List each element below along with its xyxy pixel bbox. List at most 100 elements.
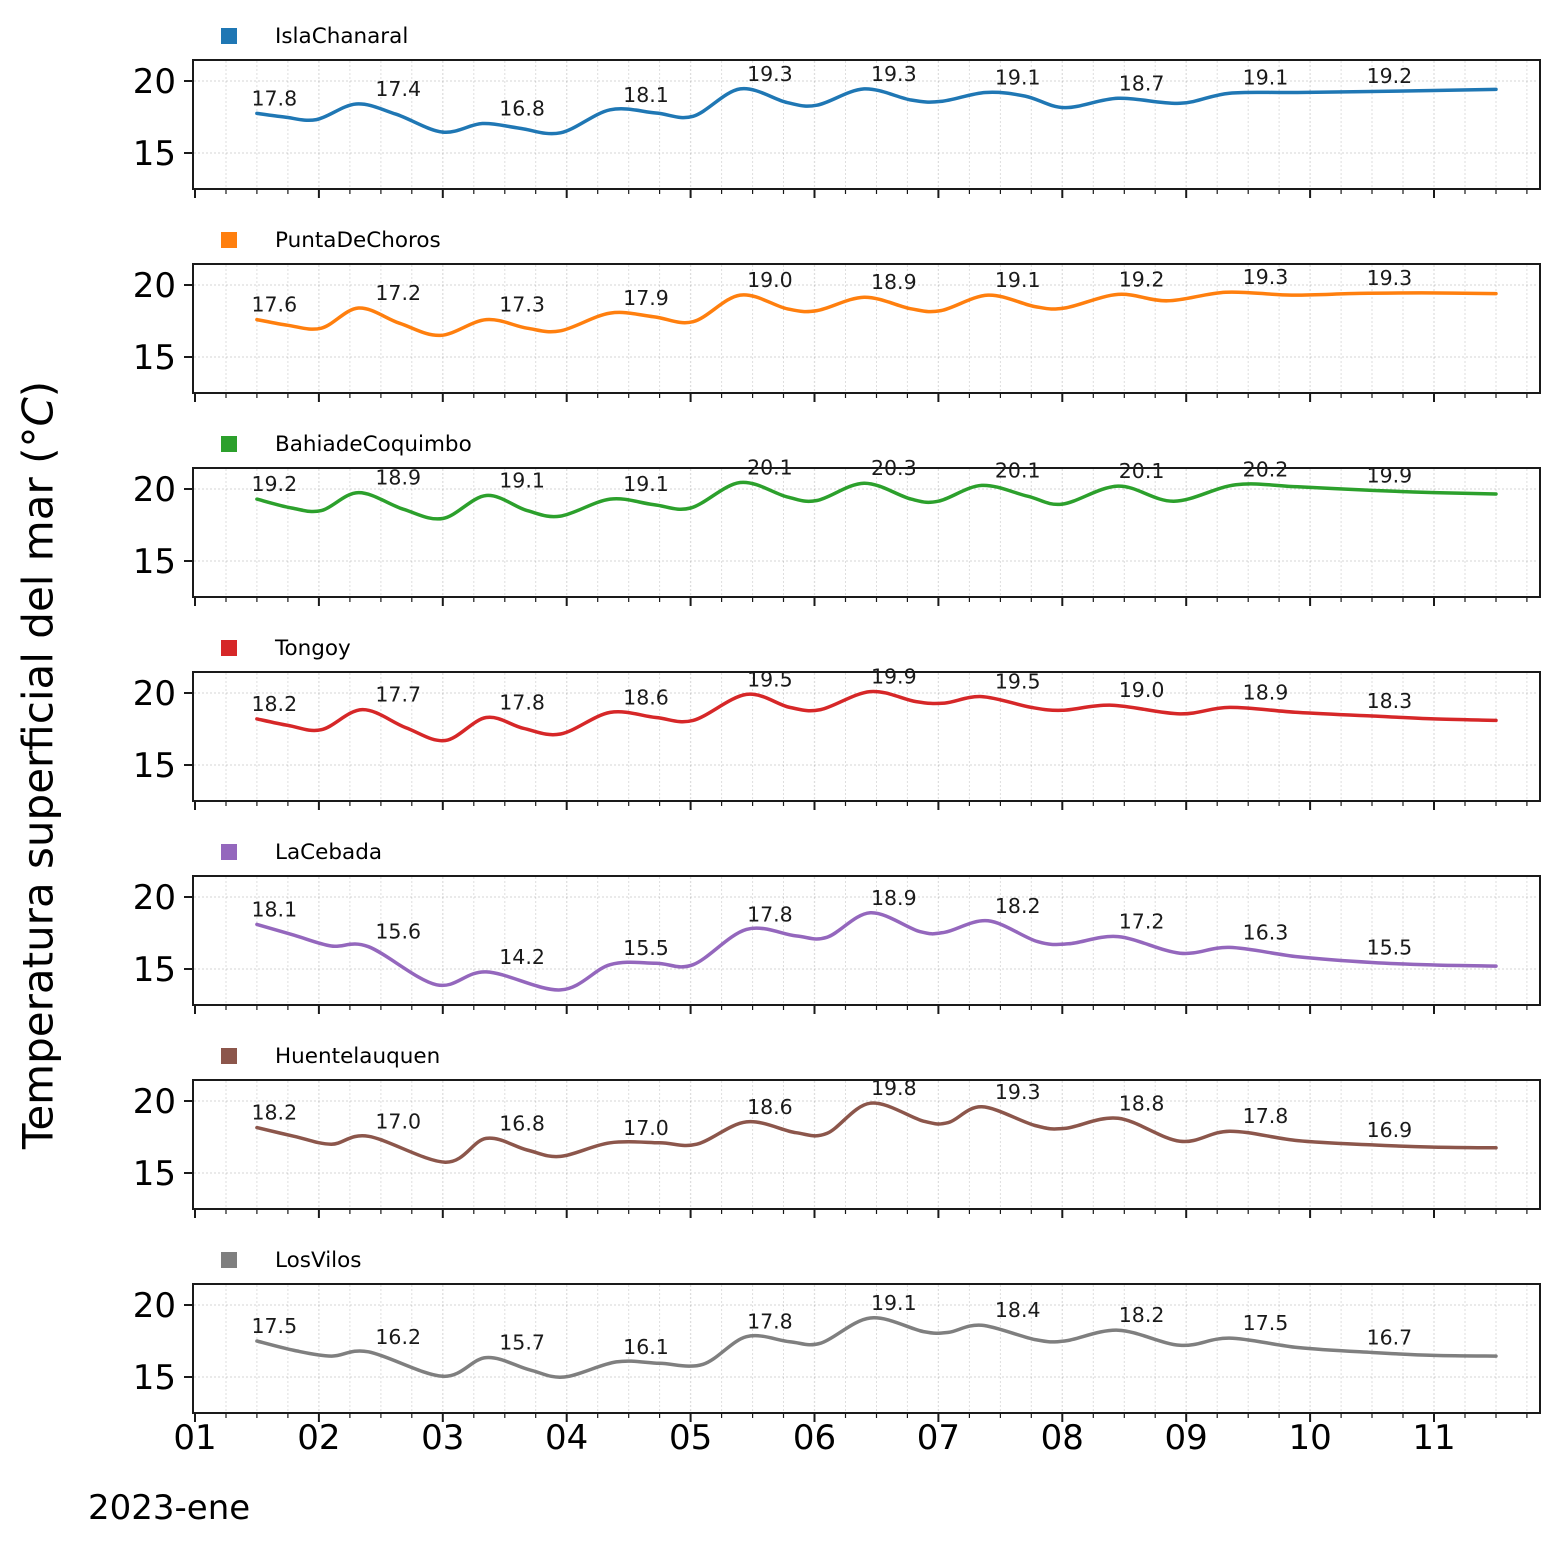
y-tick-label: 20: [133, 470, 176, 510]
point-label: 20.1: [995, 458, 1041, 482]
series-line: [255, 1316, 1498, 1379]
legend-swatch-icon: [221, 640, 237, 656]
x-tick-label: 02: [297, 1418, 341, 1458]
plot-border: [192, 1079, 1541, 1210]
point-label: 15.5: [1367, 936, 1413, 960]
point-label: 19.0: [747, 268, 793, 292]
point-label: 17.2: [375, 281, 421, 305]
series-line: [255, 290, 1498, 338]
gridlines: [194, 61, 1539, 188]
point-label: 17.7: [375, 683, 421, 707]
x-tick-label: 01: [173, 1418, 217, 1458]
point-label: 15.7: [499, 1331, 545, 1355]
point-label: 19.3: [871, 62, 917, 86]
point-label: 20.1: [747, 456, 793, 480]
series-line: [255, 1101, 1498, 1164]
point-label: 19.9: [1367, 463, 1413, 487]
series-line: [255, 911, 1498, 992]
x-tick-label: 04: [545, 1418, 589, 1458]
point-label: 17.9: [623, 286, 669, 310]
series-line: [255, 689, 1498, 743]
legend: IslaChanaral: [221, 23, 408, 49]
legend-label: BahiadeCoquimbo: [275, 431, 472, 457]
point-label: 19.9: [871, 665, 917, 689]
point-label: 19.2: [1367, 64, 1413, 88]
point-label: 17.5: [1243, 1311, 1289, 1335]
gridlines: [194, 673, 1539, 800]
point-label: 18.2: [251, 692, 297, 716]
series-line: [255, 480, 1498, 521]
legend-swatch-icon: [221, 1252, 237, 1268]
point-label: 18.9: [1243, 680, 1289, 704]
point-label: 18.2: [251, 1101, 297, 1125]
point-label: 16.1: [623, 1335, 669, 1359]
y-tick-label: 20: [133, 1286, 176, 1326]
point-label: 20.2: [1243, 458, 1289, 482]
series-line: [255, 86, 1498, 136]
point-label: 17.2: [1119, 910, 1165, 934]
gridlines: [194, 877, 1539, 1004]
plot-area: 20 15 18.2 17.0 16.8 17.0 18.6 19.8 19.3 18.8 17.8…: [133, 1076, 1541, 1218]
gridlines: [194, 1285, 1539, 1412]
point-label: 19.2: [251, 472, 297, 496]
point-label: 15.5: [623, 936, 669, 960]
point-label: 16.3: [1243, 920, 1289, 944]
point-label: 18.2: [995, 894, 1041, 918]
point-label: 17.5: [251, 1314, 297, 1338]
point-label: 19.2: [1119, 267, 1165, 291]
point-label: 17.0: [623, 1116, 669, 1140]
point-label: 16.7: [1367, 1326, 1413, 1350]
x-tick-label: 09: [1164, 1418, 1208, 1458]
point-label: 19.1: [623, 472, 669, 496]
point-label: 18.9: [871, 270, 917, 294]
y-tick-label: 20: [133, 62, 176, 102]
point-label: 16.8: [499, 1111, 545, 1135]
legend-label: Tongoy: [275, 635, 351, 661]
y-tick-label: 15: [133, 338, 176, 378]
point-label: 18.3: [1367, 689, 1413, 713]
subplot-huentelauquen: Huentelauquen 20 15 18.2 17.0 16.8 17.0 18.6 19…: [0, 1030, 1559, 1230]
x-tick-label: 06: [792, 1418, 837, 1458]
subplot-tongoy: Tongoy 20 15 18.2 17.7 17.8 18.6 19.5 19.9 19.5 1…: [0, 622, 1559, 822]
point-label: 15.6: [375, 920, 421, 944]
plot-area: 20 15 18.1 15.6 14.2 15.5 17.8 18.9 18.2 17.2 16.3…: [133, 875, 1541, 1014]
x-axis-offset-label: 2023-ene: [88, 1488, 251, 1528]
point-label: 18.7: [1119, 71, 1165, 95]
point-label: 18.1: [251, 897, 297, 921]
point-label: 17.0: [375, 1109, 421, 1133]
point-label: 18.8: [1119, 1091, 1165, 1115]
point-label: 19.3: [747, 62, 793, 86]
subplot-losvilos: LosVilos 20 15 17.5 16.2 15.7 16.1 17.8 19.1 18.…: [0, 1234, 1559, 1434]
y-tick-label: 15: [133, 1358, 176, 1398]
gridlines: [194, 1081, 1539, 1208]
plot-border: [192, 875, 1541, 1006]
point-label: 14.2: [499, 945, 545, 969]
plot-area: 20 15 19.2 18.9 19.1 19.1 20.1 20.3 20.1 20.1 20.2…: [133, 456, 1541, 606]
subplot-islachanaral: IslaChanaral 20 15 17.8 17.4 16.8 18.1 19.3 19.…: [0, 10, 1559, 210]
point-label: 17.8: [499, 691, 545, 715]
x-tick-label: 07: [916, 1418, 961, 1458]
plot-border: [192, 263, 1541, 394]
subplot-lacebada: LaCebada 20 15 18.1 15.6 14.2 15.5 17.8 18.9 18.…: [0, 826, 1559, 1026]
x-tick-label: 05: [668, 1418, 713, 1458]
point-label: 16.2: [375, 1325, 421, 1349]
y-tick-label: 20: [133, 878, 176, 918]
point-label: 16.8: [499, 97, 545, 121]
point-label: 19.3: [1243, 265, 1289, 289]
legend: LaCebada: [221, 839, 382, 865]
legend-swatch-icon: [221, 28, 237, 44]
point-label: 20.3: [871, 456, 917, 480]
axis-ticks: [184, 1100, 1528, 1218]
legend-swatch-icon: [221, 436, 237, 452]
point-label: 17.8: [251, 86, 297, 110]
legend-label: LosVilos: [275, 1247, 362, 1273]
point-label: 18.4: [995, 1298, 1041, 1322]
point-label: 18.9: [375, 466, 421, 490]
y-tick-label: 15: [133, 1154, 176, 1194]
y-tick-label: 15: [133, 746, 176, 786]
legend-label: PuntaDeChoros: [275, 227, 441, 253]
axis-ticks: [184, 692, 1528, 810]
plot-area: 20 15 17.6 17.2 17.3 17.9 19.0 18.9 19.1 19.2 19.3…: [133, 263, 1541, 402]
y-tick-label: 20: [133, 266, 176, 306]
x-tick-label: 10: [1288, 1418, 1332, 1458]
